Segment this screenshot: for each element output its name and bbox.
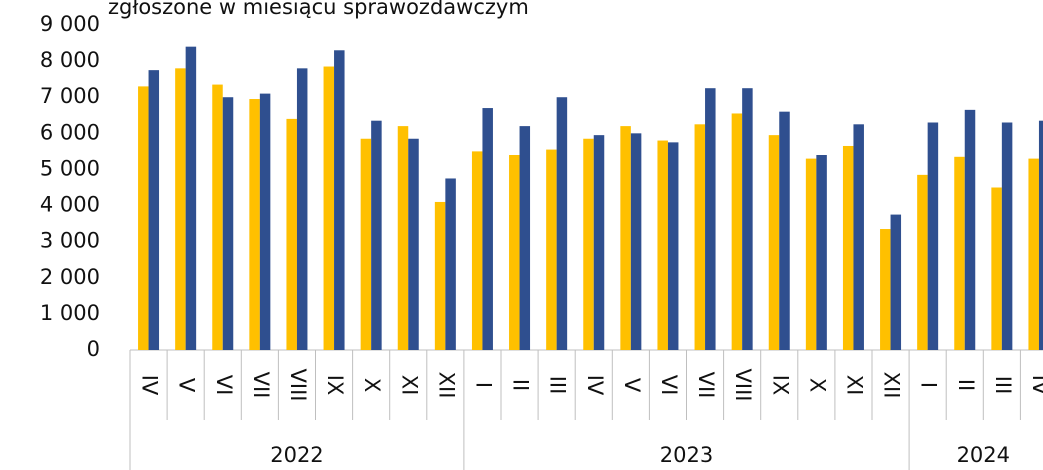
y-tick-label: 1 000 xyxy=(40,301,100,325)
bar xyxy=(471,151,483,350)
bar xyxy=(1038,120,1043,350)
x-tick-label: IV xyxy=(583,375,607,396)
bar xyxy=(519,126,531,350)
bar xyxy=(1028,158,1039,350)
bar xyxy=(593,135,605,350)
bar xyxy=(556,97,568,350)
bar xyxy=(779,111,790,351)
y-tick-label: 7 000 xyxy=(40,84,100,108)
y-tick-label: 5 000 xyxy=(40,156,100,180)
x-tick-label: IX xyxy=(768,375,792,396)
x-tick-label: IV xyxy=(1028,375,1043,396)
bar xyxy=(408,138,419,350)
y-tick-label: 8 000 xyxy=(40,48,100,72)
x-tick-label: X xyxy=(360,378,384,392)
bar xyxy=(705,88,716,350)
bar xyxy=(742,88,753,350)
group-label: 2022 xyxy=(270,443,323,467)
bar xyxy=(853,124,864,350)
y-tick-label: 9 000 xyxy=(40,12,100,36)
bar xyxy=(917,174,928,350)
bar xyxy=(964,109,976,350)
x-tick-label: IX xyxy=(323,375,347,396)
x-tick-label: III xyxy=(991,376,1015,395)
x-tick-label: V xyxy=(620,378,644,393)
x-tick-label: VI xyxy=(657,375,681,396)
bar xyxy=(890,214,902,350)
x-tick-label: XI xyxy=(842,375,866,396)
bar xyxy=(482,108,493,350)
bar xyxy=(546,149,557,350)
bar xyxy=(434,201,446,350)
group-label: 2023 xyxy=(660,443,713,467)
bar xyxy=(768,135,780,350)
bar xyxy=(657,140,668,350)
bar xyxy=(296,68,308,350)
x-tick-label: VII xyxy=(694,372,718,399)
bar xyxy=(360,138,372,350)
bar xyxy=(371,120,382,350)
bar xyxy=(731,113,743,350)
bar xyxy=(445,178,456,350)
bar xyxy=(954,156,965,350)
x-tick-label: IV xyxy=(138,375,162,396)
x-tick-label: X xyxy=(805,378,829,392)
bar xyxy=(816,155,827,350)
bar xyxy=(334,50,345,351)
bar xyxy=(667,142,679,350)
bar xyxy=(148,70,160,350)
bar xyxy=(927,122,939,350)
x-tick-label: II xyxy=(954,379,978,391)
bar xyxy=(620,126,631,350)
bar xyxy=(805,158,817,350)
bar xyxy=(222,97,234,350)
y-tick-label: 2 000 xyxy=(40,265,100,289)
bar xyxy=(175,68,186,350)
bar xyxy=(583,138,594,350)
bar xyxy=(630,133,642,350)
x-tick-label: VII xyxy=(249,372,273,399)
bar xyxy=(259,93,271,350)
y-tick-label: 6 000 xyxy=(40,120,100,144)
x-tick-label: I xyxy=(917,382,941,388)
x-tick-label: XI xyxy=(397,375,421,396)
x-tick-label: VIII xyxy=(286,369,310,402)
x-tick-label: VIII xyxy=(731,369,755,402)
bar xyxy=(842,145,854,350)
bar xyxy=(1001,122,1013,350)
bar xyxy=(249,99,260,351)
group-label: 2024 xyxy=(957,443,1010,467)
x-tick-label: I xyxy=(471,382,495,388)
y-tick-label: 0 xyxy=(87,337,100,361)
bar xyxy=(397,126,409,350)
bar xyxy=(991,187,1002,350)
x-tick-label: VI xyxy=(212,375,236,396)
bar xyxy=(286,118,297,350)
bar xyxy=(323,66,335,351)
bar xyxy=(880,229,891,350)
x-tick-label: V xyxy=(175,378,199,393)
x-tick-label: XII xyxy=(880,372,904,399)
bar xyxy=(694,124,706,350)
bar xyxy=(185,46,197,351)
x-tick-label: XII xyxy=(434,372,458,399)
x-tick-label: III xyxy=(546,376,570,395)
y-tick-label: 3 000 xyxy=(40,229,100,253)
x-tick-label: II xyxy=(509,379,533,391)
bar xyxy=(212,84,223,350)
y-tick-label: 4 000 xyxy=(40,193,100,217)
bar xyxy=(509,155,520,350)
bar xyxy=(138,86,149,350)
chart-title: zgłoszone w miesiącu sprawozdawczym xyxy=(108,0,529,19)
